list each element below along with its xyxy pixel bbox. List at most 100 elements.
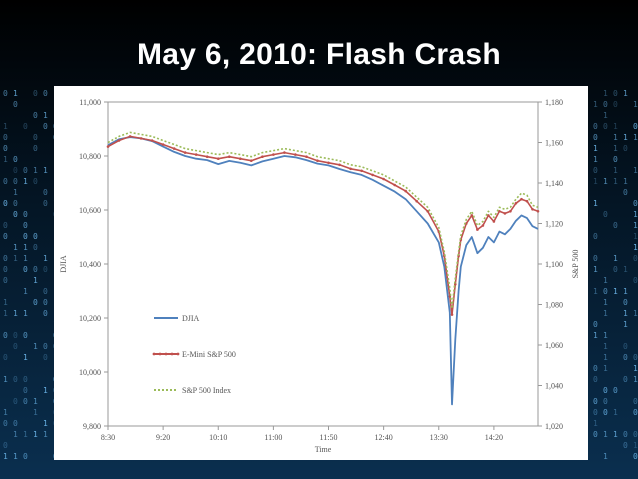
svg-text:1: 1 [623, 287, 628, 296]
svg-text:0: 0 [33, 265, 38, 274]
svg-text:1: 1 [623, 265, 628, 274]
legend-label: E-Mini S&P 500 [182, 350, 236, 359]
y-left-tick-label: 10,200 [79, 314, 101, 323]
series-point [525, 199, 529, 203]
svg-text:1: 1 [603, 309, 608, 318]
series-point [294, 153, 297, 156]
svg-text:1: 1 [613, 144, 618, 153]
svg-text:0: 0 [33, 243, 38, 252]
legend-swatch-marker [152, 352, 156, 356]
y-right-tick-label: 1,080 [545, 301, 563, 310]
slide-title: May 6, 2010: Flash Crash [136, 38, 502, 71]
series-point [205, 155, 209, 158]
series-point [261, 155, 264, 158]
svg-text:1: 1 [33, 397, 38, 406]
svg-text:0: 0 [3, 199, 8, 208]
svg-text:0: 0 [623, 342, 628, 351]
svg-text:0: 0 [633, 353, 638, 362]
series-point [470, 214, 474, 217]
svg-text:1: 1 [33, 342, 38, 351]
svg-text:1: 1 [633, 210, 638, 219]
svg-text:0: 0 [593, 254, 598, 263]
series-point [327, 161, 330, 165]
svg-text:1: 1 [603, 177, 608, 186]
series-point [465, 222, 468, 225]
svg-text:0: 0 [603, 210, 608, 219]
svg-text:0: 0 [603, 397, 608, 406]
svg-text:1: 1 [13, 89, 18, 98]
series-point [250, 159, 253, 162]
x-tick-label: 11:00 [264, 433, 282, 442]
y-left-tick-label: 10,600 [79, 206, 101, 215]
svg-text:0: 0 [3, 221, 8, 230]
svg-text:1: 1 [33, 408, 38, 417]
svg-text:0: 0 [623, 375, 628, 384]
series-point [481, 224, 485, 227]
svg-text:0: 0 [593, 430, 598, 439]
svg-text:1: 1 [3, 298, 8, 307]
x-tick-label: 11:50 [320, 433, 338, 442]
series-point [194, 153, 198, 156]
series-point [450, 313, 454, 316]
svg-text:0: 0 [3, 276, 8, 285]
chart-panel: 9,800 10,000 10,200 10,400 10,600 10,800 11,00… [54, 86, 588, 460]
series-point [492, 220, 496, 223]
svg-text:0: 0 [13, 331, 18, 340]
x-tick-label: 12:40 [375, 433, 393, 442]
series-point [228, 155, 231, 158]
svg-text:1: 1 [603, 331, 608, 340]
svg-text:1: 1 [613, 166, 618, 175]
svg-text:0: 0 [633, 430, 638, 439]
svg-text:1: 1 [633, 232, 638, 241]
svg-text:1: 1 [593, 155, 598, 164]
y-right-axis-title: S&P 500 [571, 250, 580, 279]
svg-text:1: 1 [633, 243, 638, 252]
svg-text:0: 0 [23, 375, 28, 384]
y-left-tick-label: 9,800 [83, 422, 101, 431]
svg-text:0: 0 [603, 122, 608, 131]
svg-text:1: 1 [3, 155, 8, 164]
series-point [393, 183, 397, 187]
svg-text:0: 0 [613, 221, 618, 230]
svg-text:0: 0 [3, 232, 8, 241]
svg-text:0: 0 [3, 419, 8, 428]
svg-text:1: 1 [603, 89, 608, 98]
svg-text:1: 1 [603, 276, 608, 285]
series-point [415, 199, 419, 203]
svg-text:1: 1 [623, 309, 628, 318]
svg-text:1: 1 [13, 309, 18, 318]
series-point [283, 151, 286, 154]
svg-text:1: 1 [13, 243, 18, 252]
svg-text:1: 1 [633, 133, 638, 142]
svg-text:1: 1 [613, 408, 618, 417]
series-point [239, 157, 242, 160]
y-right-tick-label: 1,160 [545, 139, 563, 148]
series-point [503, 212, 507, 215]
svg-text:0: 0 [593, 408, 598, 417]
svg-text:0: 0 [43, 199, 48, 208]
svg-text:1: 1 [13, 452, 18, 461]
x-tick-label: 9:20 [156, 433, 170, 442]
svg-text:0: 0 [603, 100, 608, 109]
svg-text:0: 0 [33, 298, 38, 307]
y-right-tick-label: 1,140 [545, 179, 563, 188]
svg-text:0: 0 [13, 199, 18, 208]
svg-text:1: 1 [23, 254, 28, 263]
svg-text:0: 0 [623, 353, 628, 362]
legend-swatch-marker [170, 352, 174, 356]
svg-text:1: 1 [603, 430, 608, 439]
svg-text:0: 0 [623, 430, 628, 439]
series-point [117, 139, 121, 142]
svg-text:1: 1 [33, 166, 38, 175]
svg-text:0: 0 [23, 210, 28, 219]
svg-text:1: 1 [623, 89, 628, 98]
y-right-tick-label: 1,040 [545, 382, 563, 391]
svg-text:1: 1 [593, 199, 598, 208]
svg-text:0: 0 [43, 122, 48, 131]
svg-text:1: 1 [593, 265, 598, 274]
svg-text:0: 0 [23, 386, 28, 395]
series-point [150, 139, 154, 142]
svg-text:1: 1 [593, 144, 598, 153]
y-right-tick-label: 1,120 [545, 220, 563, 229]
svg-text:0: 0 [43, 298, 48, 307]
